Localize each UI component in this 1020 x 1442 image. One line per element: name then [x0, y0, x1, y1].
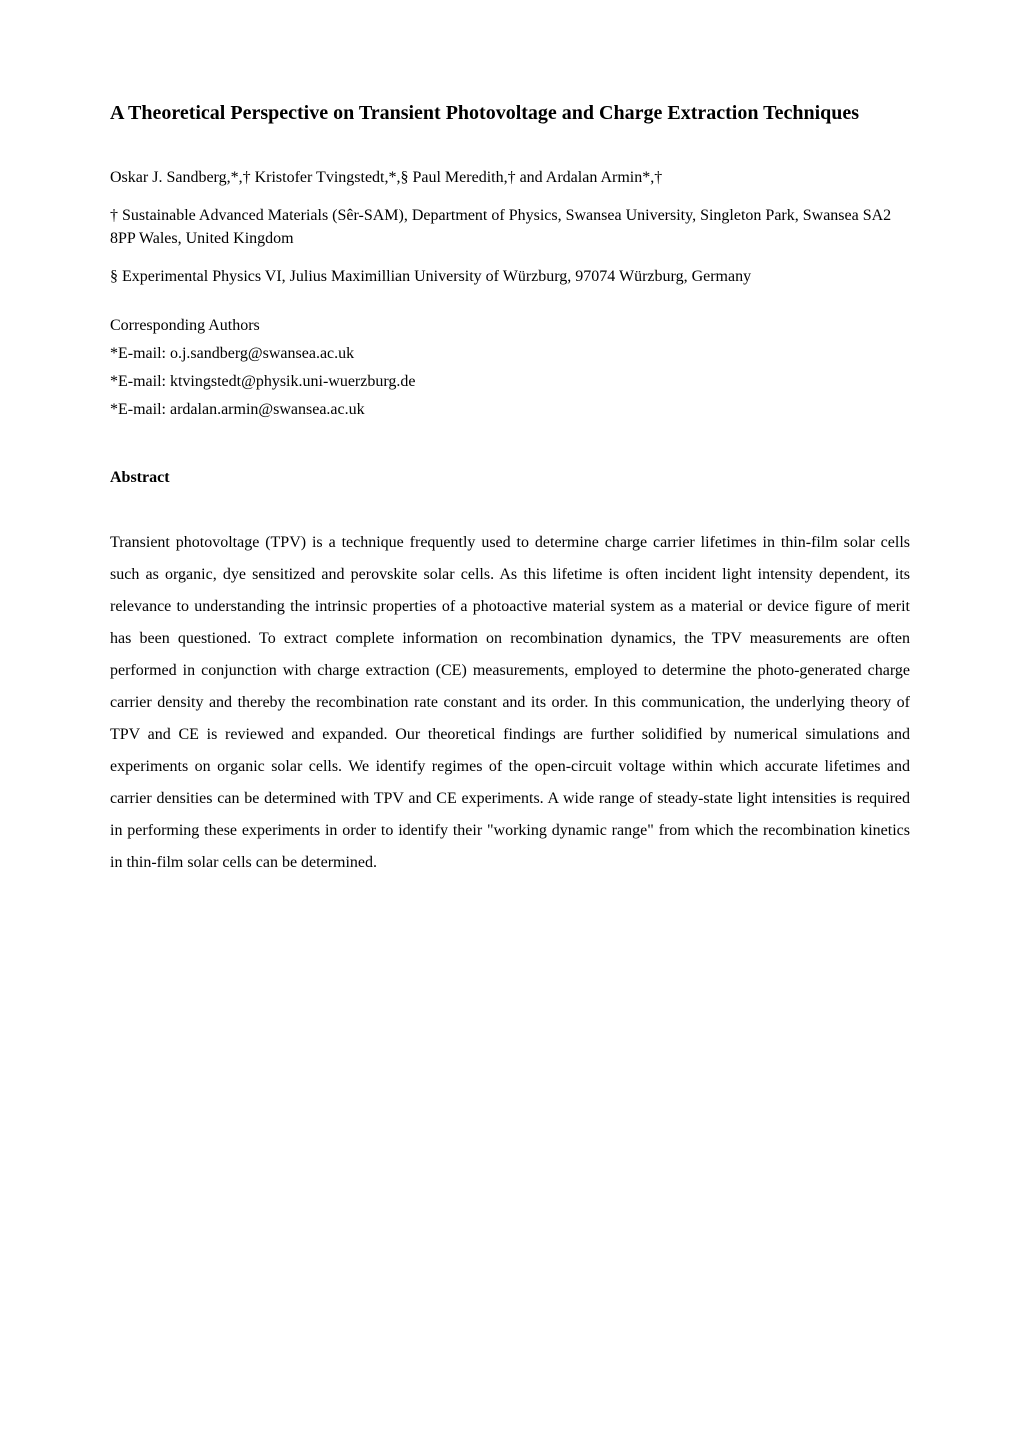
abstract-body: Transient photovoltage (TPV) is a techni…	[110, 527, 910, 879]
corresponding-email-1: *E-mail: o.j.sandberg@swansea.ac.uk	[110, 345, 910, 363]
corresponding-authors-header: Corresponding Authors	[110, 317, 910, 335]
paper-title: A Theoretical Perspective on Transient P…	[110, 100, 910, 127]
authors-line: Oskar J. Sandberg,*,† Kristofer Tvingste…	[110, 167, 910, 189]
abstract-header: Abstract	[110, 469, 910, 487]
affiliation-2: § Experimental Physics VI, Julius Maximi…	[110, 266, 910, 288]
affiliation-1: † Sustainable Advanced Materials (Sêr-SA…	[110, 205, 910, 250]
corresponding-email-3: *E-mail: ardalan.armin@swansea.ac.uk	[110, 401, 910, 419]
corresponding-email-2: *E-mail: ktvingstedt@physik.uni-wuerzbur…	[110, 373, 910, 391]
